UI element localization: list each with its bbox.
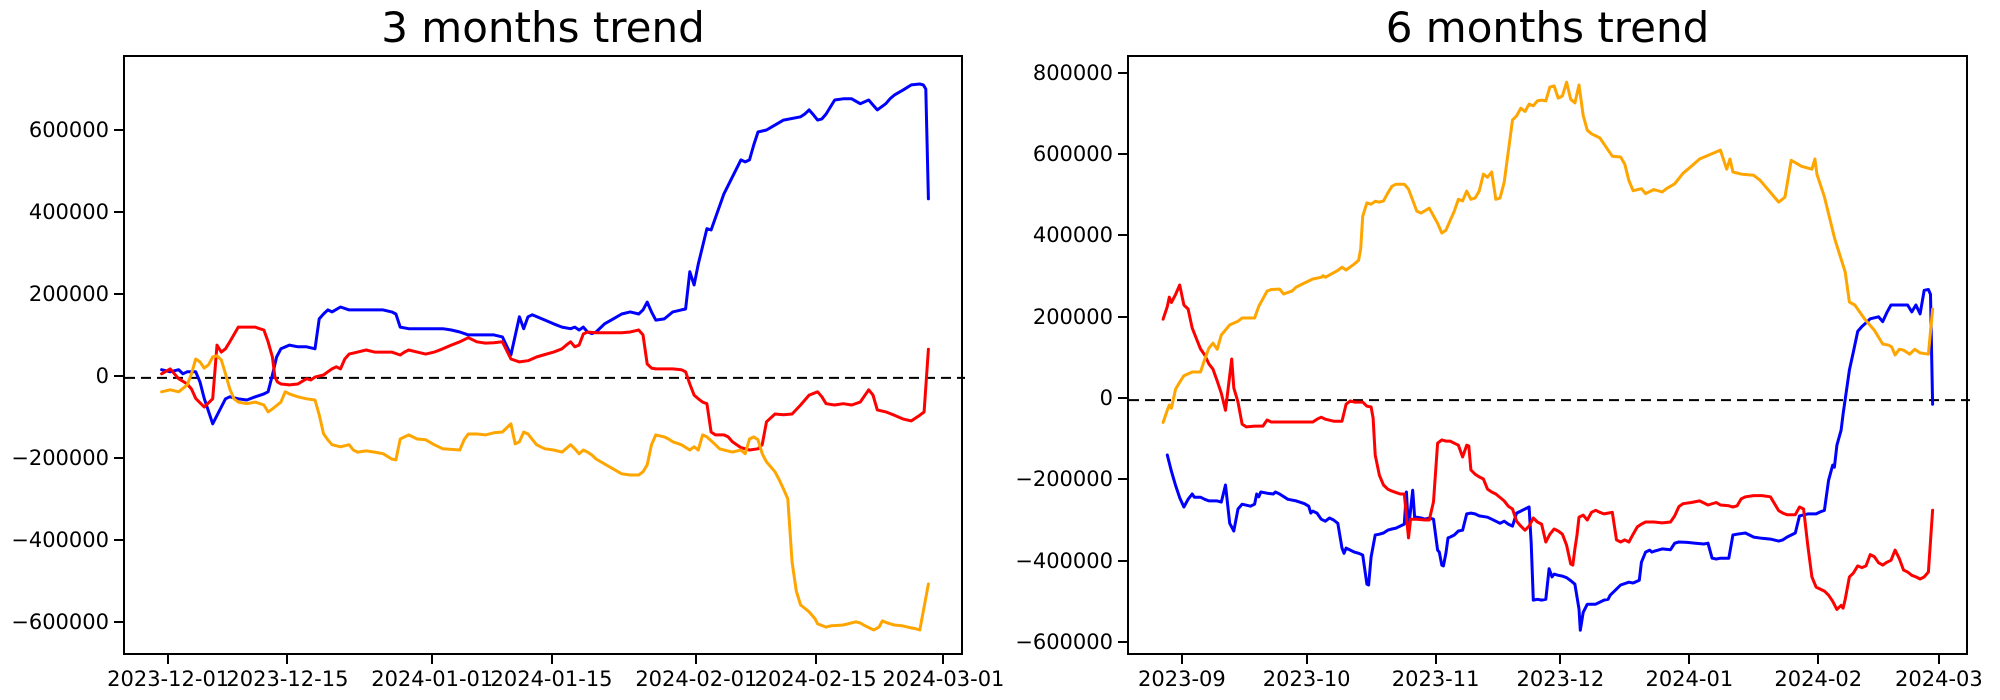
x-tick-mark [1180,655,1183,664]
y-tick-label: −400000 [11,527,109,552]
y-tick-mark [1118,234,1127,237]
series-line-orange [1161,80,1935,424]
y-tick-mark [1118,397,1127,400]
y-tick-label: −600000 [1015,629,1113,654]
y-tick-label: 200000 [28,281,109,306]
y-tick-label: −200000 [1015,467,1113,492]
x-tick-label: 2024-03 [1895,667,1983,691]
x-tick-label: 2024-03-01 [882,667,1005,691]
series-line-orange [160,354,930,632]
x-tick-label: 2023-12-15 [226,667,349,691]
y-tick-mark [1118,315,1127,318]
x-tick-mark [286,655,289,664]
x-tick-label: 2023-12-01 [107,667,230,691]
chart-title-3-months: 3 months trend [381,3,705,52]
y-tick-label: 200000 [1032,304,1113,329]
chart-canvas [1129,80,1970,632]
y-tick-label: 400000 [28,199,109,224]
y-tick-label: 600000 [28,118,109,142]
y-tick-mark [1118,153,1127,156]
chart-canvas [125,82,965,632]
y-tick-label: 600000 [1032,142,1113,167]
x-tick-mark [1817,655,1820,664]
x-tick-label: 2024-01 [1645,667,1734,691]
x-tick-mark [550,655,553,664]
y-tick-mark [114,620,123,623]
chart-title-6-months: 6 months trend [1385,3,1710,52]
x-tick-label: 2023-11 [1391,667,1480,691]
y-tick-mark [114,456,123,459]
y-tick-label: 0 [1099,386,1113,411]
x-tick-label: 2024-01-15 [490,667,613,691]
x-tick-label: 2024-02-15 [754,667,877,691]
y-tick-mark [114,292,123,295]
y-tick-mark [114,210,123,213]
y-tick-label: 400000 [1032,223,1113,248]
x-tick-label: 2023-09 [1138,667,1226,691]
y-tick-label: 0 [95,363,109,388]
x-tick-label: 2024-02 [1774,667,1863,691]
x-tick-mark [695,655,698,664]
plot-area-3-months [123,55,965,655]
y-tick-label: −600000 [11,609,109,634]
x-tick-mark [431,655,434,664]
x-tick-label: 2023-12 [1516,667,1605,691]
y-tick-label: −400000 [1015,548,1113,573]
y-tick-label: 800000 [1032,60,1113,85]
y-tick-mark [114,374,123,377]
x-tick-mark [1688,655,1691,664]
y-tick-label: −200000 [11,445,109,470]
x-tick-label: 2023-10 [1262,667,1351,691]
series-line-red [1161,283,1935,611]
series-line-red [160,325,930,452]
x-tick-mark [942,655,945,664]
series-line-blue [160,82,930,426]
x-tick-mark [167,655,170,664]
plot-area-6-months [1127,55,1970,655]
y-tick-mark [1118,559,1127,562]
x-tick-label: 2024-02-01 [635,667,758,691]
series-line-blue [1165,288,1935,632]
x-tick-mark [814,655,817,664]
x-tick-label: 2024-01-01 [371,667,494,691]
y-tick-mark [114,129,123,131]
y-tick-mark [1118,640,1127,643]
x-tick-mark [1305,655,1308,664]
x-tick-mark [1434,655,1437,664]
y-tick-mark [114,538,123,541]
x-tick-mark [1559,655,1562,664]
y-tick-mark [1118,478,1127,481]
x-tick-mark [1937,655,1940,664]
y-tick-mark [1118,71,1127,74]
